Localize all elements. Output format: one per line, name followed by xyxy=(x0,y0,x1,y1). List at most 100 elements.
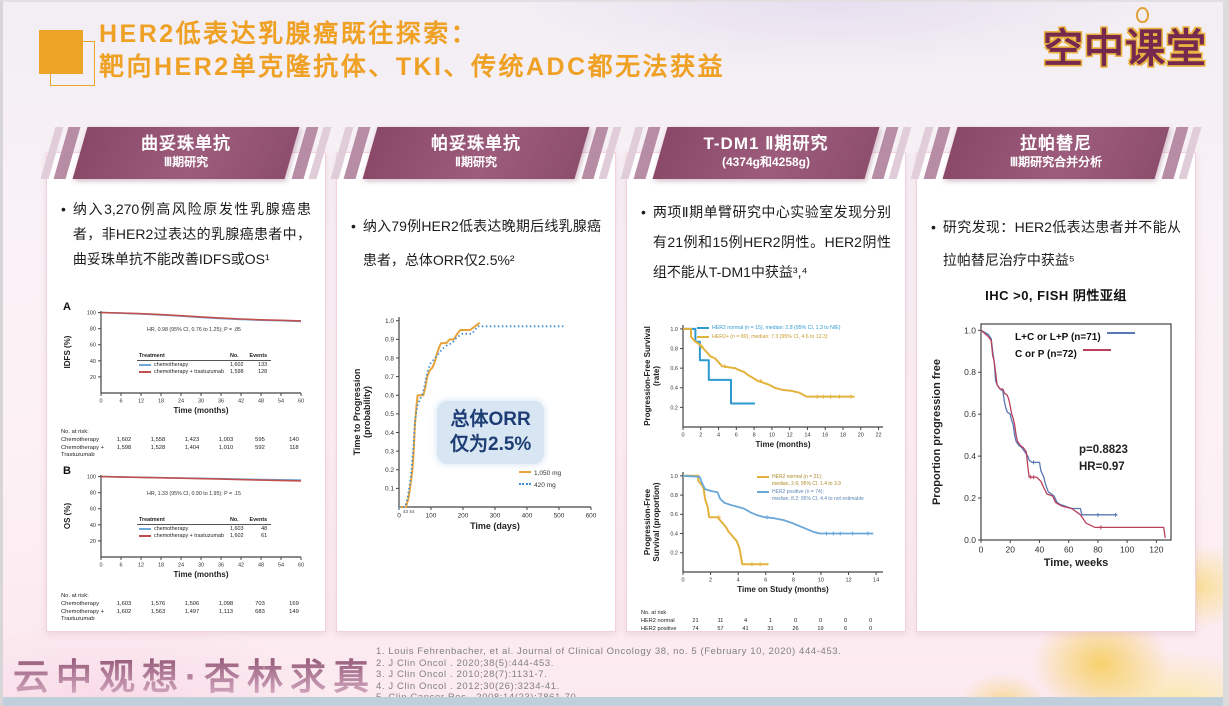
orr-callout-line-2: 仅为2.5% xyxy=(450,433,532,455)
risk-table-title: No. at risk: xyxy=(61,593,89,599)
svg-text:60: 60 xyxy=(90,507,96,513)
svg-text:1.0: 1.0 xyxy=(670,474,678,480)
legend-swatch xyxy=(697,336,709,338)
chart-panel-label: A xyxy=(63,301,71,313)
svg-text:40: 40 xyxy=(90,523,96,529)
pfs-proportion-chart: HER2 normal (n = 21); median, 2.6; 95% CI… xyxy=(641,464,891,607)
p-value: p=0.8823 xyxy=(1079,444,1128,456)
svg-text:Survival (proportion): Survival (proportion) xyxy=(652,482,661,561)
svg-text:4: 4 xyxy=(737,578,740,584)
banner-subtitle: Ⅲ期研究合并分析 xyxy=(1009,155,1103,169)
lapatinib-chart-block: L+C or L+P (n=71) C or P (n=72) p=0.8823 … xyxy=(931,314,1181,587)
legend-entry: L+C or L+P (n=71) xyxy=(1015,330,1138,345)
legend-table: Treatment No. Events chemotherapy 1,603 48 che… xyxy=(137,517,272,539)
svg-text:200: 200 xyxy=(458,513,469,520)
svg-text:Time (months): Time (months) xyxy=(174,570,229,579)
logo-text: 空中课堂 xyxy=(1043,27,1207,71)
svg-text:18: 18 xyxy=(158,563,164,569)
svg-text:0: 0 xyxy=(681,578,684,584)
svg-text:40: 40 xyxy=(1035,545,1045,555)
reference-item: 4. J Clin Oncol . 2012;30(26):3234-41. xyxy=(376,680,560,692)
page-title-line-2: 靶向HER2单克隆抗体、TKI、传统ADC都无法获益 xyxy=(99,53,726,81)
idfs-chart-block: A HR, 0.98 (95% CI, 0.76 to 1.25); P = .… xyxy=(61,301,311,459)
legend-swatch xyxy=(1082,349,1111,351)
svg-text:Progression-Free: Progression-Free xyxy=(643,488,652,555)
risk-table-title: No. at risk: xyxy=(61,429,89,435)
svg-text:0.0: 0.0 xyxy=(964,535,976,545)
svg-text:1.0: 1.0 xyxy=(670,327,678,333)
bullet-text: • 纳入79例HER2低表达晚期后线乳腺癌患者，总体ORR仅2.5%² xyxy=(337,209,615,271)
os-chart-block: B HR, 1.33 (95% CI, 0.90 to 1.95); P = .… xyxy=(61,465,311,623)
banner-text: 曲妥珠单抗 Ⅲ期研究 xyxy=(80,127,292,170)
svg-text:60: 60 xyxy=(298,563,304,569)
reference-item: 3. J Clin Oncol . 2010;28(7):1131-7. xyxy=(376,669,548,681)
svg-text:0.6: 0.6 xyxy=(670,366,678,372)
banner-text: T-DM1 Ⅱ期研究 (4374g和4258g) xyxy=(660,127,872,170)
svg-text:400: 400 xyxy=(522,513,533,520)
panel-tdm1: T-DM1 Ⅱ期研究 (4374g和4258g) • 两项Ⅱ期单臂研究中心实验室… xyxy=(620,127,912,633)
svg-text:12: 12 xyxy=(845,578,851,584)
bullet-content: 研究发现：HER2低表达患者并不能从拉帕替尼治疗中获益⁵ xyxy=(942,219,1181,268)
svg-text:0.2: 0.2 xyxy=(385,467,394,474)
svg-text:100: 100 xyxy=(1120,545,1134,555)
svg-text:0: 0 xyxy=(979,545,984,555)
svg-text:0.1: 0.1 xyxy=(385,486,394,493)
svg-text:24: 24 xyxy=(178,563,184,569)
chart-legend: L+C or L+P (n=71) C or P (n=72) xyxy=(1015,330,1138,364)
svg-text:Time (days): Time (days) xyxy=(470,521,520,531)
page-title-line-1: HER2低表达乳腺癌既往探索： xyxy=(99,20,479,48)
legend-entry: 420 mg xyxy=(519,481,561,491)
svg-text:100: 100 xyxy=(426,513,437,520)
svg-text:0.6: 0.6 xyxy=(670,512,678,518)
reference-item: 2. J Clin Oncol . 2020;38(5):444-453. xyxy=(376,657,554,669)
svg-text:6: 6 xyxy=(119,563,122,569)
legend-swatch xyxy=(757,491,769,493)
svg-text:14: 14 xyxy=(873,578,879,584)
svg-text:6: 6 xyxy=(119,399,122,405)
p-hr-annotation: p=0.8823 HR=0.97 xyxy=(1079,442,1128,476)
chart-title: IHC >0, FISH 阴性亚组 xyxy=(985,288,1127,303)
svg-text:60: 60 xyxy=(1064,545,1074,555)
svg-text:600: 600 xyxy=(586,513,597,520)
svg-text:0.2: 0.2 xyxy=(964,493,976,503)
svg-text:10: 10 xyxy=(769,433,775,439)
svg-text:48: 48 xyxy=(258,399,264,405)
references: 1. Louis Fehrenbacher, et al. Journal of… xyxy=(376,646,1016,704)
panel-lapatinib: 拉帕替尼 Ⅲ期研究合并分析 • 研究发现：HER2低表达患者并不能从拉帕替尼治疗… xyxy=(910,127,1202,632)
banner-title: T-DM1 Ⅱ期研究 xyxy=(703,134,829,153)
legend-entry: HER2 normal (n = 21); median, 2.6; 95% CI… xyxy=(757,474,864,487)
chart-legend-table: Treatment No. Events chemotherapy 1,603 48 che… xyxy=(137,517,272,539)
risk-table: No. at risk HER2 normal 21 11 4 1 0 0 0 0 HER2 pos… xyxy=(641,610,891,633)
bullet-dot: • xyxy=(931,219,936,235)
panel-banner: 拉帕替尼 Ⅲ期研究合并分析 xyxy=(910,127,1202,179)
legend-swatch xyxy=(519,483,531,485)
svg-text:54: 54 xyxy=(278,399,284,405)
svg-text:42: 42 xyxy=(238,563,244,569)
risk-table: No. at risk: Chemotherapy 1,603 1,576 1,506 1… xyxy=(61,593,311,623)
svg-text:100: 100 xyxy=(87,475,96,481)
legend-table: Treatment No. Events chemotherapy 1,602 133 ch… xyxy=(137,353,272,375)
bullet-text: • 研究发现：HER2低表达患者并不能从拉帕替尼治疗中获益⁵ xyxy=(917,211,1195,273)
svg-text:Progression-Free Survival: Progression-Free Survival xyxy=(643,326,652,426)
svg-text:20: 20 xyxy=(90,375,96,381)
risk-table-title: No. at risk xyxy=(641,610,667,616)
banner-title: 帕妥珠单抗 xyxy=(431,134,521,153)
bullet-content: 纳入3,270例高风险原发性乳腺癌患者，非HER2过表达的乳腺癌患者中，曲妥珠单… xyxy=(72,201,311,267)
svg-text:(rate): (rate) xyxy=(652,366,661,386)
svg-text:OS (%): OS (%) xyxy=(63,503,72,530)
svg-text:0.6: 0.6 xyxy=(964,409,976,419)
svg-text:500: 500 xyxy=(554,513,565,520)
svg-text:8: 8 xyxy=(792,578,795,584)
page-title: HER2低表达乳腺癌既往探索： 靶向HER2单克隆抗体、TKI、传统ADC都无法… xyxy=(99,18,725,84)
pfs-rate-chart: HER2 normal (n = 15), median: 2.8 (95% C… xyxy=(641,317,891,460)
svg-text:42: 42 xyxy=(238,399,244,405)
svg-text:1.0: 1.0 xyxy=(964,325,976,335)
orr-callout-line-1: 总体ORR xyxy=(450,409,531,430)
svg-text:22: 22 xyxy=(875,433,881,439)
risk-table-row: Chemotherapy + Trastuzumab 1,602 1,563 1,49… xyxy=(61,609,299,622)
svg-text:0.6: 0.6 xyxy=(385,393,394,400)
svg-text:30: 30 xyxy=(198,399,204,405)
ttp-chart: 总体ORR 仅为2.5% 1,050 mg 420 mg 43 44 0 100 20… xyxy=(351,305,601,550)
svg-text:Time to Progression: Time to Progression xyxy=(352,369,362,456)
